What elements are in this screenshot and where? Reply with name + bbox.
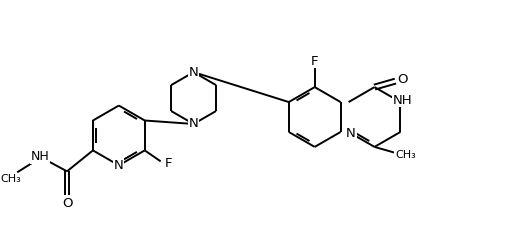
Text: NH: NH [31, 150, 49, 163]
Text: F: F [311, 55, 319, 68]
Text: CH₃: CH₃ [395, 150, 416, 160]
Text: CH₃: CH₃ [1, 174, 22, 184]
Text: N: N [346, 128, 356, 140]
Text: N: N [114, 159, 124, 172]
Text: N: N [189, 66, 198, 79]
Text: NH: NH [393, 94, 413, 107]
Text: O: O [62, 197, 72, 210]
Text: F: F [165, 157, 172, 170]
Text: N: N [189, 118, 198, 130]
Text: O: O [397, 73, 408, 86]
